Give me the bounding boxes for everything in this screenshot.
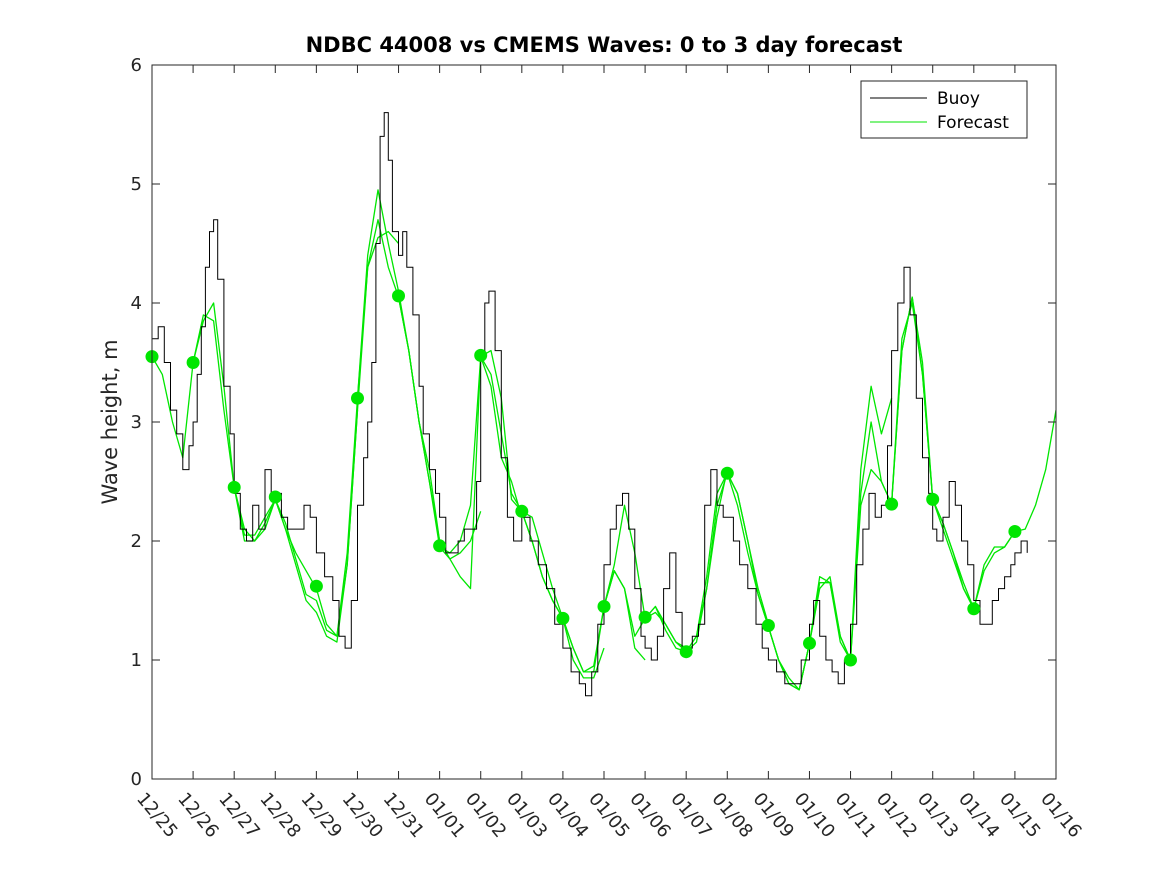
- forecast-series: [152, 189, 1056, 691]
- analysis-point: [515, 504, 529, 518]
- x-tick-label: 01/01: [420, 789, 469, 842]
- x-tick-label: 01/08: [707, 789, 756, 842]
- x-tick-label: 01/03: [502, 789, 551, 842]
- analysis-point: [392, 289, 405, 303]
- x-tick-label: 12/25: [132, 789, 181, 842]
- x-tick-label: 12/30: [338, 789, 387, 842]
- x-tick-label: 01/15: [995, 789, 1044, 842]
- analysis-point: [186, 356, 200, 369]
- x-tick-label: 12/26: [173, 789, 222, 842]
- y-tick-label: 4: [131, 293, 142, 314]
- forecast-run-18: [890, 296, 1016, 610]
- y-tick-label: 2: [131, 531, 142, 552]
- analysis-point: [844, 653, 857, 667]
- x-tick-label: 01/05: [584, 789, 633, 842]
- forecast-run-1: [192, 302, 317, 589]
- analysis-point: [268, 490, 282, 504]
- analysis-point: [967, 602, 981, 616]
- y-axis: 0 1 2 3 4 5 6: [131, 55, 1056, 790]
- y-tick-label: 0: [131, 769, 142, 790]
- forecast-run-3: [274, 230, 399, 643]
- x-tick-label: 01/14: [954, 789, 1003, 842]
- legend-buoy-label: Buoy: [937, 89, 980, 109]
- x-tick-label: 12/27: [214, 789, 263, 842]
- analysis-point: [556, 611, 570, 625]
- forecast-run-19: [932, 409, 1056, 610]
- analysis-point: [803, 636, 816, 650]
- x-tick-label: 01/09: [749, 789, 798, 842]
- x-tick-label: 01/10: [790, 789, 839, 842]
- analysis-point: [474, 348, 488, 362]
- x-tick-label: 01/16: [1036, 789, 1085, 842]
- x-tick-label: 12/28: [255, 789, 304, 842]
- analysis-point: [679, 645, 693, 659]
- buoy-series: [152, 112, 1028, 697]
- analysis-point: [351, 391, 364, 405]
- x-tick-label: 01/13: [913, 789, 962, 842]
- x-tick-label: 01/04: [543, 789, 592, 842]
- plot-area: [152, 65, 1056, 779]
- y-axis-label: Wave height, m: [98, 339, 122, 504]
- analysis-point: [638, 610, 652, 624]
- analysis-point: [227, 480, 241, 494]
- analysis-point: [1008, 525, 1022, 538]
- analysis-point: [433, 539, 447, 553]
- analysis-point: [926, 492, 940, 506]
- analysis-point: [309, 579, 323, 593]
- forecast-run-13: [685, 472, 811, 691]
- x-tick-label: 01/12: [872, 789, 921, 842]
- analysis-point: [720, 466, 734, 480]
- x-tick-label: 12/29: [297, 789, 346, 842]
- buoy-line: [152, 112, 1028, 697]
- analysis-point: [885, 497, 899, 511]
- forecast-analysis-points: [145, 289, 1022, 667]
- x-tick-label: 12/31: [379, 789, 428, 842]
- analysis-point: [597, 600, 611, 613]
- legend-box: [860, 80, 1028, 139]
- x-tick-label: 01/07: [666, 789, 715, 842]
- y-tick-label: 1: [131, 650, 142, 671]
- y-tick-label: 6: [131, 55, 142, 76]
- analysis-point: [761, 619, 775, 632]
- y-tick-label: 3: [131, 412, 142, 433]
- x-tick-label: 01/11: [831, 789, 880, 842]
- x-tick-label: 01/06: [625, 789, 674, 842]
- legend: Buoy Forecast: [860, 80, 1028, 139]
- legend-forecast-label: Forecast: [937, 113, 1009, 133]
- y-tick-label: 5: [131, 174, 142, 195]
- x-tick-label: 01/02: [461, 789, 510, 842]
- chart-title: NDBC 44008 vs CMEMS Waves: 0 to 3 day fo…: [306, 33, 903, 57]
